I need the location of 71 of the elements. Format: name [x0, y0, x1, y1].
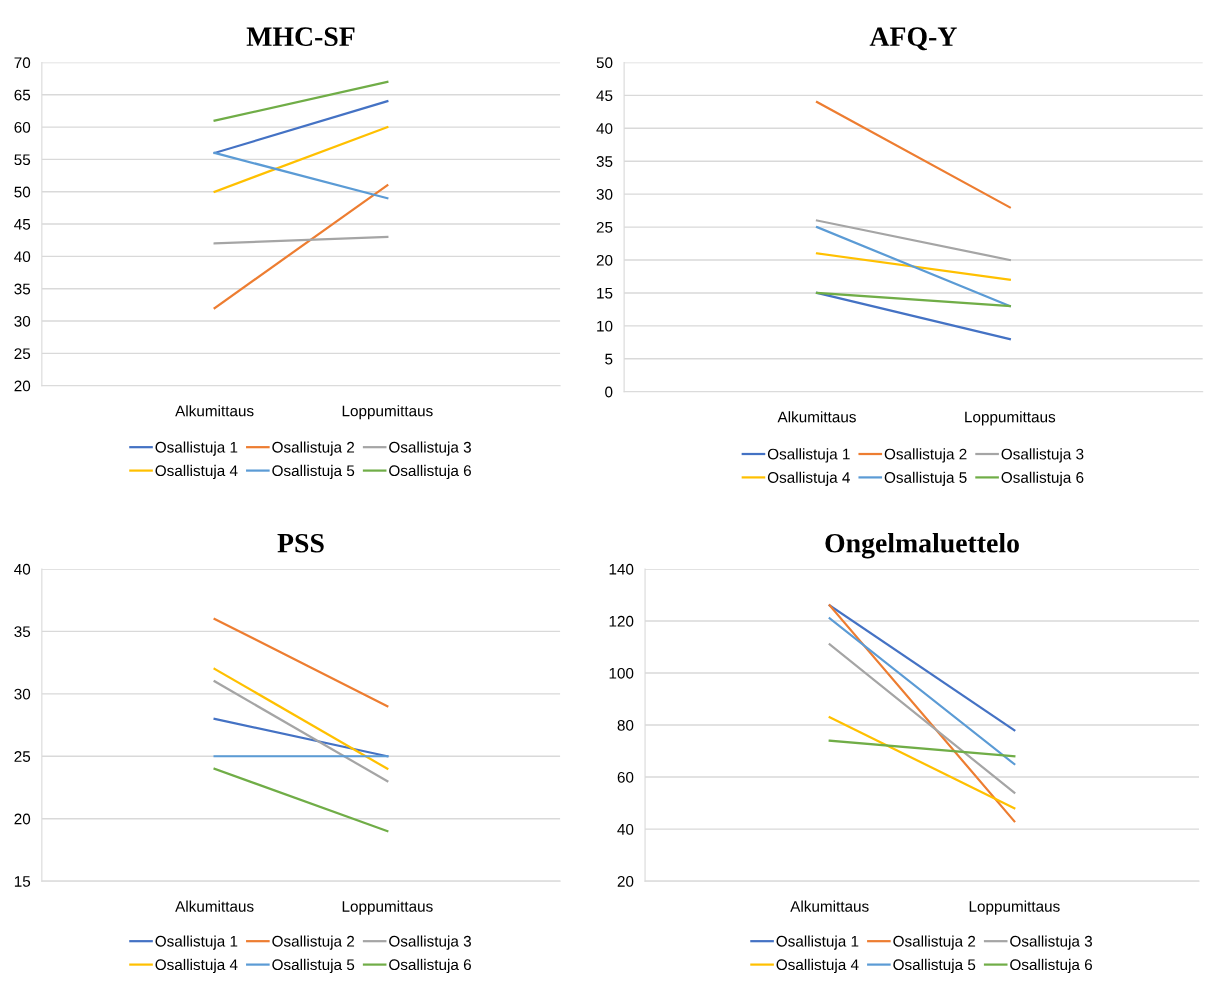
- legend-label: Osallistuja 4: [767, 471, 850, 486]
- legend-label: Osallistuja 2: [272, 441, 355, 456]
- y-tick-label: 45: [14, 219, 31, 230]
- y-tick-label: 80: [617, 719, 634, 731]
- x-tick-label: Loppumittaus: [342, 900, 433, 915]
- y-tick-label: 30: [14, 315, 31, 327]
- legend-label: Osallistuja 5: [272, 464, 355, 480]
- x-tick-label: Loppumittaus: [965, 411, 1056, 426]
- chart-title: PSS: [277, 533, 324, 553]
- y-tick-label: 15: [597, 287, 613, 299]
- legend-label: Osallistuja 3: [389, 935, 471, 950]
- y-tick-label: 120: [609, 615, 634, 627]
- chart-title: Ongelmaluettelo: [825, 533, 1019, 559]
- y-tick-label: 25: [14, 348, 31, 360]
- legend-label: Osallistuja 5: [893, 958, 976, 974]
- y-tick-label: 40: [617, 823, 634, 835]
- y-tick-label: 60: [14, 121, 31, 133]
- legend-label: Osallistuja 4: [776, 958, 859, 974]
- legend-label: Osallistuja 3: [389, 441, 471, 456]
- legend-label: Osallistuja 6: [389, 464, 471, 480]
- x-tick-label: Alkumittaus: [777, 411, 856, 423]
- y-tick-label: 0: [605, 386, 613, 398]
- legend-label: Osallistuja 2: [272, 935, 355, 950]
- y-tick-label: 25: [596, 221, 613, 233]
- y-tick-label: 45: [596, 90, 613, 102]
- chart-title: AFQ-Y: [869, 27, 957, 51]
- legend-label: Osallistuja 2: [884, 448, 967, 463]
- legend-label: Osallistuja 1: [767, 448, 850, 463]
- y-tick-label: 15: [14, 876, 31, 887]
- x-tick-label: Loppumittaus: [969, 900, 1060, 915]
- y-tick-label: 30: [14, 688, 31, 700]
- y-tick-label: 20: [14, 813, 31, 825]
- legend-label: Osallistuja 6: [1001, 471, 1084, 486]
- y-tick-label: 30: [596, 189, 613, 200]
- legend-label: Osallistuja 1: [155, 935, 238, 950]
- legend-label: Osallistuja 5: [884, 471, 967, 486]
- y-tick-label: 20: [617, 875, 634, 887]
- x-tick-label: Alkumittaus: [175, 405, 254, 417]
- legend-label: Osallistuja 4: [155, 464, 238, 480]
- y-tick-label: 140: [609, 563, 634, 575]
- legend-label: Osallistuja 1: [155, 441, 238, 456]
- legend-label: Osallistuja 6: [389, 958, 471, 974]
- x-tick-label: Loppumittaus: [342, 405, 433, 420]
- y-tick-label: 100: [609, 667, 634, 679]
- legend-label: Osallistuja 2: [893, 935, 976, 950]
- y-tick-label: 70: [14, 57, 31, 69]
- y-tick-label: 35: [596, 156, 613, 167]
- y-tick-label: 40: [14, 251, 31, 263]
- y-tick-label: 65: [14, 89, 31, 101]
- y-tick-label: 20: [14, 380, 31, 392]
- y-tick-label: 40: [596, 123, 613, 134]
- legend-label: Osallistuja 3: [1010, 935, 1092, 950]
- legend-label: Osallistuja 6: [1010, 958, 1092, 974]
- y-tick-label: 50: [596, 57, 613, 69]
- y-tick-label: 35: [14, 626, 31, 638]
- y-tick-label: 40: [14, 563, 31, 575]
- y-tick-label: 35: [14, 283, 31, 295]
- legend-label: Osallistuja 1: [776, 935, 859, 950]
- x-tick-label: Alkumittaus: [790, 900, 869, 912]
- y-tick-label: 55: [14, 154, 31, 166]
- x-tick-label: Alkumittaus: [175, 900, 254, 912]
- y-tick-label: 60: [617, 771, 634, 783]
- y-tick-label: 20: [596, 254, 613, 266]
- y-tick-label: 25: [14, 751, 31, 762]
- legend-label: Osallistuja 4: [155, 958, 238, 974]
- y-tick-label: 5: [605, 353, 613, 365]
- legend-label: Osallistuja 3: [1001, 448, 1084, 463]
- y-tick-label: 10: [597, 320, 613, 332]
- chart-title: MHC-SF: [246, 27, 355, 47]
- y-tick-label: 50: [14, 186, 31, 198]
- legend-label: Osallistuja 5: [272, 958, 355, 974]
